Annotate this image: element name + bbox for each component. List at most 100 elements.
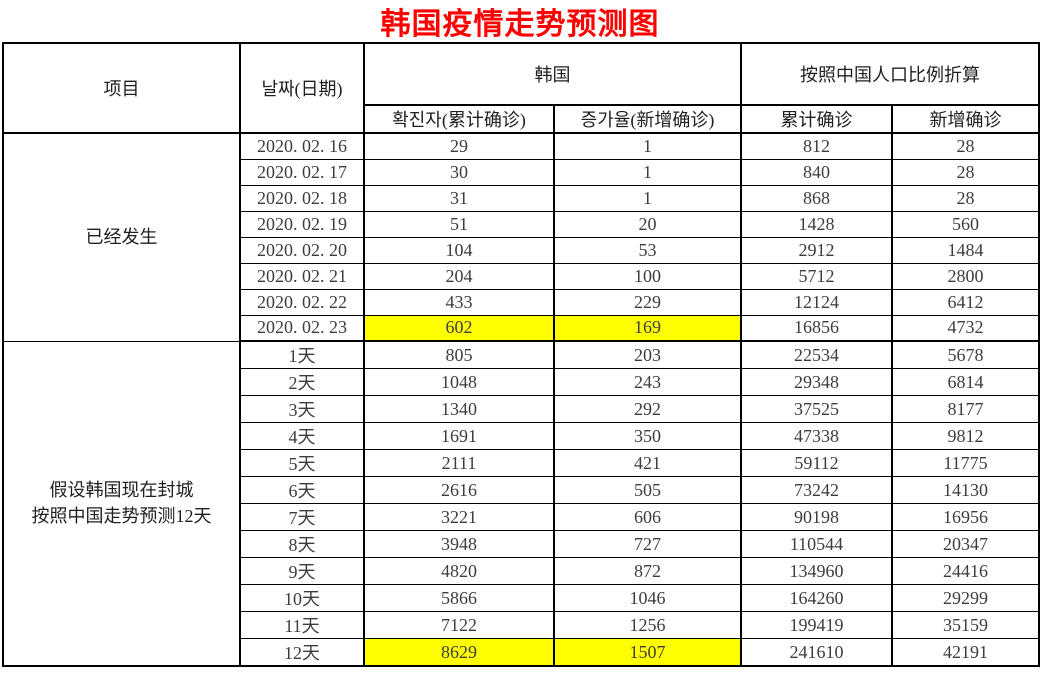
table-row: 2020. 02. 17 30 1 840 28 [3, 158, 1040, 186]
value-cell: 7122 [363, 611, 555, 639]
value-cell: 28 [891, 132, 1040, 160]
table-row: 2020. 02. 23 602 169 16856 4732 [3, 314, 1040, 342]
value-cell: 8177 [891, 395, 1040, 423]
value-cell: 104 [363, 236, 555, 264]
table-row: 8天 3948 727 110544 20347 [3, 530, 1040, 558]
header-china-new: 新增确诊 [891, 104, 1040, 134]
section-label: 已经发生 [2, 132, 241, 342]
value-cell: 1691 [363, 422, 555, 450]
value-cell: 90198 [740, 503, 893, 531]
value-cell: 20 [553, 210, 742, 238]
value-cell: 1484 [891, 236, 1040, 264]
table-row: 2020. 02. 22 433 229 12124 6412 [3, 288, 1040, 316]
value-cell: 8629 [363, 638, 555, 667]
table-row: 5天 2111 421 59112 11775 [3, 449, 1040, 477]
table-row: 12天 8629 1507 241610 42191 [3, 638, 1040, 667]
value-cell: 42191 [891, 638, 1040, 667]
value-cell: 2800 [891, 262, 1040, 290]
value-cell: 28 [891, 158, 1040, 186]
value-cell: 1 [553, 132, 742, 160]
value-cell: 2111 [363, 449, 555, 477]
table-row: 2020. 02. 19 51 20 1428 560 [3, 210, 1040, 238]
value-cell: 1046 [553, 584, 742, 612]
section-label-line: 已经发生 [85, 227, 158, 248]
value-cell: 3948 [363, 530, 555, 558]
value-cell: 29348 [740, 368, 893, 396]
value-cell: 5866 [363, 584, 555, 612]
value-cell: 199419 [740, 611, 893, 639]
value-cell: 1428 [740, 210, 893, 238]
value-cell: 1256 [553, 611, 742, 639]
value-cell: 204 [363, 262, 555, 290]
value-cell: 505 [553, 476, 742, 504]
header-china-cumulative: 累计确诊 [740, 104, 893, 134]
value-cell: 433 [363, 288, 555, 316]
value-cell: 24416 [891, 557, 1040, 585]
header-korea-new: 증가율(新增确诊) [553, 104, 742, 134]
value-cell: 241610 [740, 638, 893, 667]
value-cell: 2616 [363, 476, 555, 504]
header-date: 날짜(日期) [239, 42, 365, 134]
date-cell: 2020. 02. 19 [239, 210, 365, 238]
date-cell: 2020. 02. 17 [239, 158, 365, 186]
value-cell: 11775 [891, 449, 1040, 477]
value-cell: 5712 [740, 262, 893, 290]
value-cell: 20347 [891, 530, 1040, 558]
value-cell: 100 [553, 262, 742, 290]
table-row: 已经发生 2020. 02. 16 29 1 812 28 [2, 132, 1040, 342]
value-cell: 1048 [363, 368, 555, 396]
value-cell: 37525 [740, 395, 893, 423]
value-cell: 73242 [740, 476, 893, 504]
value-cell: 602 [363, 314, 555, 342]
table-row: 2020. 02. 20 104 53 2912 1484 [3, 236, 1040, 264]
value-cell: 14130 [891, 476, 1040, 504]
date-cell: 8天 [239, 530, 365, 558]
value-cell: 35159 [891, 611, 1040, 639]
header-row-groups: 项目 날짜(日期) 韩国 按照中国人口比例折算 [2, 42, 1040, 134]
value-cell: 29 [363, 132, 555, 160]
value-cell: 872 [553, 557, 742, 585]
table-row: 7天 3221 606 90198 16956 [3, 503, 1040, 531]
value-cell: 243 [553, 368, 742, 396]
value-cell: 169 [553, 314, 742, 342]
date-cell: 9天 [239, 557, 365, 585]
page-title: 韩国疫情走势预测图 [380, 8, 660, 41]
value-cell: 31 [363, 184, 555, 212]
section-label: 假设韩国现在封城 按照中国走势预测12天 [2, 340, 241, 667]
value-cell: 16856 [740, 314, 893, 342]
value-cell: 110544 [740, 530, 893, 558]
table-row: 6天 2616 505 73242 14130 [3, 476, 1040, 504]
date-cell: 2020. 02. 20 [239, 236, 365, 264]
value-cell: 606 [553, 503, 742, 531]
table-header: 项目 날짜(日期) 韩国 按照中国人口比例折算 확진자(累计确诊) 증가율(新增… [2, 42, 1040, 134]
date-cell: 2020. 02. 23 [239, 314, 365, 342]
value-cell: 2912 [740, 236, 893, 264]
value-cell: 9812 [891, 422, 1040, 450]
value-cell: 51 [363, 210, 555, 238]
date-cell: 11天 [239, 611, 365, 639]
prediction-table: 项目 날짜(日期) 韩国 按照中国人口比例折算 확진자(累计确诊) 증가율(新增… [2, 42, 1040, 667]
header-china-group: 按照中国人口比例折算 [740, 42, 1040, 106]
value-cell: 47338 [740, 422, 893, 450]
value-cell: 16956 [891, 503, 1040, 531]
date-cell: 4天 [239, 422, 365, 450]
value-cell: 4820 [363, 557, 555, 585]
value-cell: 6814 [891, 368, 1040, 396]
header-korea-group: 韩国 [363, 42, 742, 106]
value-cell: 4732 [891, 314, 1040, 342]
value-cell: 6412 [891, 288, 1040, 316]
date-cell: 5天 [239, 449, 365, 477]
value-cell: 164260 [740, 584, 893, 612]
value-cell: 30 [363, 158, 555, 186]
header-row-subcolumns: 확진자(累计确诊) 증가율(新增确诊) 累计确诊 新增确诊 [3, 104, 1040, 134]
table-row: 11天 7122 1256 199419 35159 [3, 611, 1040, 639]
date-cell: 3天 [239, 395, 365, 423]
value-cell: 560 [891, 210, 1040, 238]
header-item: 项目 [2, 42, 241, 134]
date-cell: 2020. 02. 18 [239, 184, 365, 212]
value-cell: 134960 [740, 557, 893, 585]
table-body: 已经发生 2020. 02. 16 29 1 812 28 2020. 02. 17 30 1 8… [2, 132, 1040, 667]
value-cell: 421 [553, 449, 742, 477]
header-korea-cumulative: 확진자(累计确诊) [363, 104, 555, 134]
value-cell: 29299 [891, 584, 1040, 612]
